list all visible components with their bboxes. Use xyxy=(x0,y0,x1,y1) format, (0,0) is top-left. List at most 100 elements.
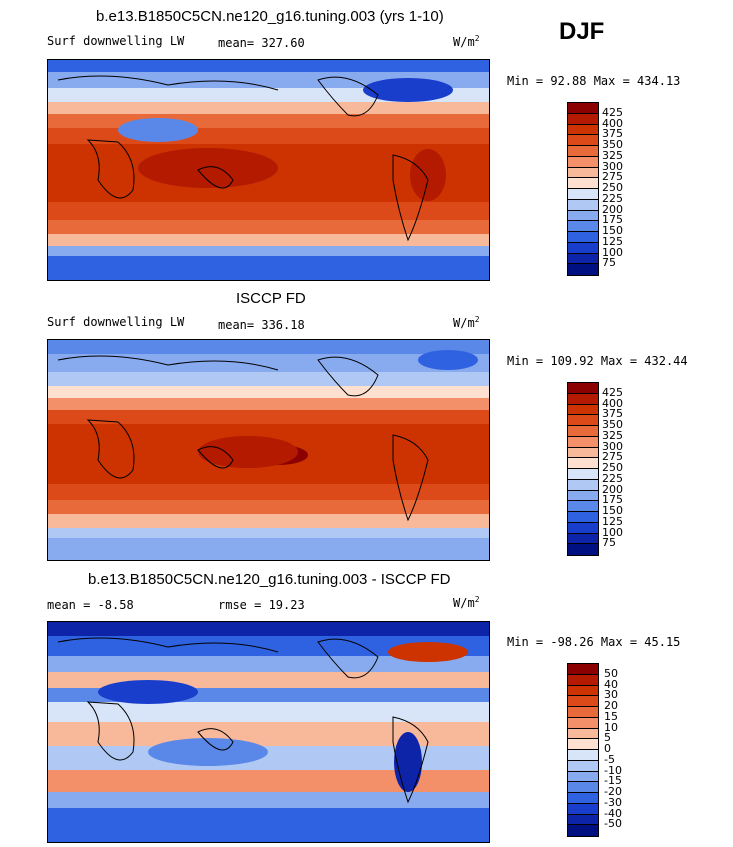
colorbar-2-seg xyxy=(568,415,598,426)
colorbar-2-tick: 125 xyxy=(602,515,623,528)
colorbar-3-seg xyxy=(568,685,598,697)
colorbar-2-tick: 150 xyxy=(602,504,623,517)
panel-2-title: ISCCP FD xyxy=(236,290,306,307)
colorbar-3-seg xyxy=(568,793,598,804)
colorbar-1-seg xyxy=(568,146,598,157)
colorbar-2-seg xyxy=(568,426,598,437)
panel-2-minmax: Min = 109.92 Max = 432.44 xyxy=(507,354,688,368)
colorbar-2-tick: 75 xyxy=(602,536,616,549)
colorbar-1-tick: 375 xyxy=(602,127,623,140)
colorbar-1-tick: 175 xyxy=(602,213,623,226)
colorbar-2-seg xyxy=(568,544,598,555)
panel-3-mean: mean = -8.58 xyxy=(47,598,134,612)
colorbar-2-tick: 275 xyxy=(602,450,623,463)
panel-2-units: W/m2 xyxy=(453,315,480,330)
colorbar-3-seg xyxy=(568,674,598,686)
colorbar-1-seg xyxy=(568,113,598,125)
colorbar-3-seg xyxy=(568,771,598,783)
colorbar-3-tick: 50 xyxy=(604,667,618,680)
colorbar-3-seg xyxy=(568,728,598,740)
colorbar-2-seg xyxy=(568,469,598,480)
colorbar-1-seg xyxy=(568,124,598,136)
colorbar-2-seg xyxy=(568,501,598,512)
colorbar-3-seg xyxy=(568,696,598,707)
colorbar-1-tick: 300 xyxy=(602,160,623,173)
colorbar-1-seg xyxy=(568,103,598,114)
panel-1-variable: Surf downwelling LW xyxy=(47,34,185,48)
colorbar-3-tick: 5 xyxy=(604,731,611,744)
season-label: DJF xyxy=(559,18,605,45)
colorbar-1-seg xyxy=(568,178,598,189)
panel-3-minmax: Min = -98.26 Max = 45.15 xyxy=(507,635,681,649)
panel-2-mean: mean= 336.18 xyxy=(218,318,305,332)
panel-1-mean: mean= 327.60 xyxy=(218,36,305,50)
colorbar-1-tick: 275 xyxy=(602,170,623,183)
panel-2-variable: Surf downwelling LW xyxy=(47,315,185,329)
colorbar-3-tick: -40 xyxy=(604,807,622,820)
colorbar-1-tick: 225 xyxy=(602,192,623,205)
colorbar-1-seg xyxy=(568,167,598,179)
colorbar-2-tick: 225 xyxy=(602,472,623,485)
colorbar-3-seg xyxy=(568,814,598,826)
colorbar-2-seg xyxy=(568,479,598,491)
colorbar-2-seg xyxy=(568,436,598,448)
panel-1-units: W/m2 xyxy=(453,34,480,49)
colorbar-3-tick: 15 xyxy=(604,710,618,723)
colorbar-3-seg xyxy=(568,760,598,772)
colorbar-3-tick: -5 xyxy=(604,753,615,766)
colorbar-2-seg xyxy=(568,447,598,459)
colorbar-1-seg xyxy=(568,199,598,211)
colorbar-3-tick: 20 xyxy=(604,699,618,712)
colorbar-3-seg xyxy=(568,664,598,675)
colorbar-1-seg xyxy=(568,156,598,168)
colorbar-2-tick: 300 xyxy=(602,440,623,453)
colorbar-2-seg xyxy=(568,490,598,502)
colorbar-3-tick: -20 xyxy=(604,785,622,798)
colorbar-2-tick: 425 xyxy=(602,386,623,399)
colorbar-3-tick: 0 xyxy=(604,742,611,755)
colorbar-1-seg xyxy=(568,253,598,265)
colorbar-3-seg xyxy=(568,750,598,761)
colorbar-2-seg xyxy=(568,458,598,469)
panel-3-map xyxy=(47,621,490,843)
colorbar-3-seg xyxy=(568,803,598,815)
colorbar-1-seg xyxy=(568,232,598,243)
panel-1-title: b.e13.B1850C5CN.ne120_g16.tuning.003 (yr… xyxy=(96,8,444,25)
colorbar-2-seg xyxy=(568,404,598,416)
colorbar-2-tick: 250 xyxy=(602,461,623,474)
colorbar-1-tick: 125 xyxy=(602,235,623,248)
colorbar-3-tick: -50 xyxy=(604,817,622,830)
panel-3-title: b.e13.B1850C5CN.ne120_g16.tuning.003 - I… xyxy=(88,571,451,588)
colorbar-2-seg xyxy=(568,383,598,394)
colorbar-1-tick: 350 xyxy=(602,138,623,151)
panel-3-colorbar xyxy=(567,663,599,837)
colorbar-2-tick: 375 xyxy=(602,407,623,420)
colorbar-2-tick: 350 xyxy=(602,418,623,431)
colorbar-2-tick: 325 xyxy=(602,429,623,442)
colorbar-3-tick: 40 xyxy=(604,678,618,691)
colorbar-3-tick: 10 xyxy=(604,721,618,734)
colorbar-2-tick: 200 xyxy=(602,483,623,496)
colorbar-3-seg xyxy=(568,717,598,729)
colorbar-1-tick: 400 xyxy=(602,117,623,130)
colorbar-3-tick: -30 xyxy=(604,796,622,809)
panel-1-field xyxy=(48,60,489,280)
colorbar-1-tick: 200 xyxy=(602,203,623,216)
colorbar-2-seg xyxy=(568,512,598,523)
colorbar-2-seg xyxy=(568,522,598,534)
colorbar-1-seg xyxy=(568,242,598,254)
colorbar-1-tick: 75 xyxy=(602,256,616,269)
colorbar-3-tick: -10 xyxy=(604,764,622,777)
panel-2-field xyxy=(48,340,489,560)
colorbar-1-seg xyxy=(568,189,598,200)
panel-2-map xyxy=(47,339,490,561)
panel-2-colorbar xyxy=(567,382,599,556)
panel-3-field xyxy=(48,622,489,842)
colorbar-1-tick: 325 xyxy=(602,149,623,162)
colorbar-2-tick: 175 xyxy=(602,493,623,506)
colorbar-1-seg xyxy=(568,221,598,232)
colorbar-1-seg xyxy=(568,264,598,275)
colorbar-2-seg xyxy=(568,393,598,405)
colorbar-1-seg xyxy=(568,135,598,146)
colorbar-2-seg xyxy=(568,533,598,545)
